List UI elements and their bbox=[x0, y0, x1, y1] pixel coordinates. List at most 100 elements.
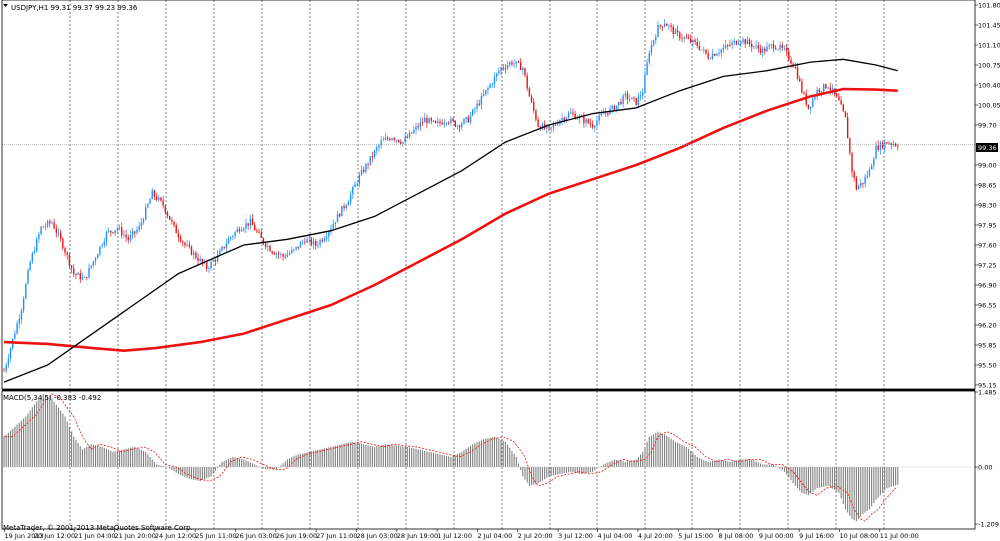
candle bbox=[504, 64, 507, 74]
price-tick-label: 95.15 bbox=[978, 382, 997, 390]
candle bbox=[376, 144, 378, 155]
candle bbox=[618, 101, 620, 111]
candle bbox=[258, 228, 260, 234]
candle bbox=[53, 218, 55, 230]
candle bbox=[70, 265, 73, 274]
candle bbox=[33, 246, 36, 255]
candle bbox=[46, 219, 49, 229]
candle bbox=[397, 139, 400, 143]
candle bbox=[62, 237, 64, 251]
candle bbox=[650, 40, 653, 56]
candle bbox=[262, 237, 265, 245]
candle bbox=[670, 22, 672, 32]
candle bbox=[746, 36, 749, 45]
candle bbox=[336, 210, 339, 223]
candle bbox=[644, 69, 646, 93]
candle bbox=[522, 66, 524, 75]
time-tick-label: 21 Jun 04:00 bbox=[74, 532, 115, 540]
candle bbox=[179, 234, 182, 243]
candle bbox=[718, 48, 720, 57]
candle bbox=[245, 218, 247, 233]
candle bbox=[190, 245, 193, 256]
candle bbox=[164, 204, 167, 215]
candle bbox=[413, 126, 415, 135]
candle bbox=[297, 246, 299, 250]
candle bbox=[101, 242, 103, 249]
candle bbox=[264, 241, 267, 250]
candle bbox=[312, 237, 315, 250]
candle bbox=[827, 86, 829, 90]
candle bbox=[424, 112, 426, 123]
candle bbox=[243, 226, 245, 233]
candle bbox=[275, 251, 278, 259]
candle bbox=[339, 212, 341, 218]
candle bbox=[705, 49, 707, 55]
candle bbox=[391, 137, 393, 141]
candle bbox=[515, 61, 517, 68]
candle bbox=[7, 353, 10, 368]
candle bbox=[369, 156, 371, 167]
candle bbox=[299, 240, 302, 248]
candle bbox=[284, 253, 286, 260]
candle bbox=[668, 24, 670, 30]
candle bbox=[744, 38, 746, 49]
candle bbox=[219, 248, 221, 256]
candle bbox=[888, 140, 890, 145]
candle bbox=[637, 92, 640, 109]
candle bbox=[655, 33, 657, 45]
candle bbox=[182, 240, 184, 247]
candle bbox=[325, 231, 328, 242]
candle bbox=[761, 45, 764, 58]
time-tick-label: 1 Jul 12:00 bbox=[437, 532, 472, 540]
candle bbox=[286, 249, 289, 258]
candle bbox=[378, 143, 380, 152]
candle bbox=[672, 24, 674, 39]
candle bbox=[548, 125, 550, 132]
candle bbox=[775, 45, 777, 50]
indicator-label: MACD(5,34,5) -0.383 -0.492 bbox=[3, 394, 101, 402]
price-tick-label: 101.80 bbox=[978, 2, 1000, 10]
candle bbox=[260, 229, 262, 239]
time-tick-label: 2 Jul 20:00 bbox=[518, 532, 553, 540]
candle bbox=[273, 251, 276, 256]
candle bbox=[840, 95, 842, 105]
candle bbox=[524, 67, 526, 78]
candle bbox=[371, 151, 374, 163]
time-tick-label: 28 Jun 19:00 bbox=[397, 532, 438, 540]
candle bbox=[138, 222, 140, 233]
candle bbox=[884, 139, 886, 153]
candle bbox=[44, 222, 47, 231]
price-tick-label: 97.95 bbox=[978, 222, 997, 230]
current-price-badge bbox=[976, 143, 998, 152]
candle bbox=[628, 94, 631, 103]
price-tick-label: 100.40 bbox=[978, 82, 1000, 90]
candle bbox=[639, 91, 642, 101]
candle bbox=[659, 24, 661, 30]
candle bbox=[356, 181, 358, 188]
candle bbox=[766, 41, 768, 52]
candle bbox=[175, 223, 177, 234]
candle bbox=[334, 222, 337, 228]
candle bbox=[602, 108, 605, 115]
candle bbox=[158, 194, 160, 203]
candle bbox=[417, 123, 419, 131]
candle bbox=[12, 338, 14, 352]
candle bbox=[583, 111, 585, 128]
candle bbox=[94, 256, 97, 266]
candle bbox=[88, 263, 90, 279]
candle bbox=[519, 58, 522, 71]
candle bbox=[295, 246, 297, 252]
candle bbox=[511, 59, 513, 67]
candle bbox=[703, 46, 705, 54]
candle bbox=[857, 184, 860, 190]
chart-menu-arrow-icon[interactable] bbox=[3, 4, 8, 7]
macd-tick-label: 0.00 bbox=[978, 464, 992, 472]
candle bbox=[349, 190, 352, 206]
candle bbox=[306, 235, 308, 244]
candle bbox=[596, 116, 598, 129]
candle bbox=[724, 40, 727, 50]
candle bbox=[173, 221, 175, 228]
candle bbox=[448, 121, 450, 126]
candle bbox=[585, 117, 587, 128]
candle bbox=[480, 92, 483, 110]
